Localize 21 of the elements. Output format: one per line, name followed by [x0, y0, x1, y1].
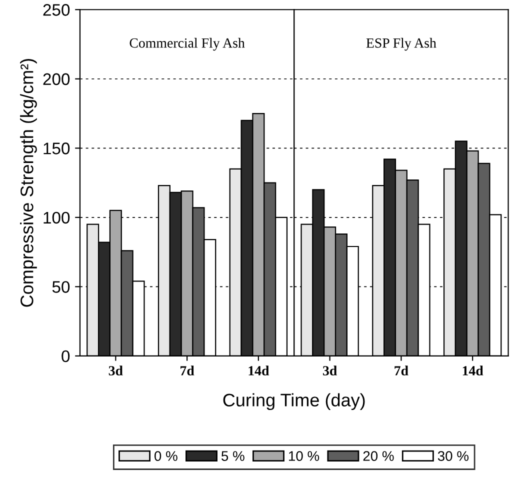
y-tick-label: 100 — [44, 212, 70, 224]
legend-label: 20 % — [363, 451, 394, 461]
x-tick-label: 3d — [108, 366, 123, 376]
x-tick-label: 14d — [462, 366, 484, 376]
legend-label: 10 % — [288, 451, 320, 461]
y-tick-label: 200 — [43, 73, 70, 86]
annotation: Commercial Fly Ash — [130, 38, 245, 51]
annotation: ESP Fly Ash — [366, 38, 436, 51]
x-tick-label: 14d — [248, 366, 270, 376]
y-tick-label: 0 — [62, 350, 70, 362]
legend-label: 5 % — [221, 451, 244, 461]
y-tick-label: 250 — [43, 4, 70, 16]
y-axis-title: Compressive Strength (kg/cm²) — [20, 58, 37, 307]
legend-label: 0 % — [154, 451, 178, 461]
x-tick-label: 7d — [180, 366, 194, 376]
x-tick-label: 3d — [323, 366, 337, 376]
legend-label: 30 % — [438, 451, 469, 461]
y-tick-label: 50 — [52, 281, 70, 293]
x-tick-label: 7d — [394, 366, 408, 376]
x-axis-title: Curing Time (day) — [223, 393, 365, 410]
y-tick-label: 150 — [44, 142, 70, 154]
